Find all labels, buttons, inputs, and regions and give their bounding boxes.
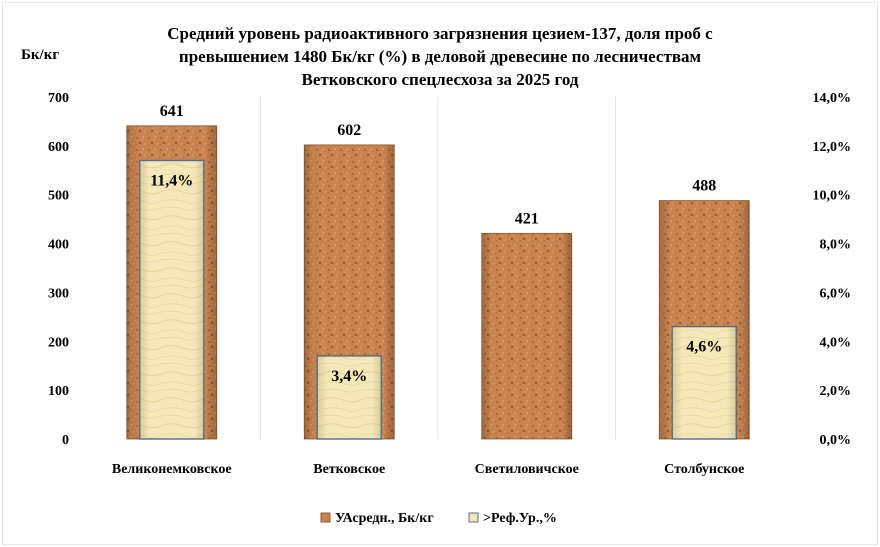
chart-title-line-3: Ветковского спецлесхоза за 2025 год (302, 70, 579, 89)
legend: УАсредн., Бк/кг >Реф.Ур.,% (320, 511, 557, 526)
bar-bq-shade (481, 233, 572, 439)
bar-bq-value-label: 421 (515, 210, 539, 227)
x-category-label: Светиловичское (475, 462, 579, 477)
bar-bq-value-label: 488 (692, 178, 716, 195)
y-right-tick-label: 14,0% (813, 91, 852, 106)
bar-pct-value-label: 3,4% (331, 368, 367, 385)
y-right-tick-label: 2,0% (820, 384, 852, 399)
y-left-tick-label: 500 (48, 189, 69, 204)
x-category-label: Ветковское (313, 462, 385, 477)
bar-pct-shade (139, 160, 204, 439)
bar-pct-value-label: 11,4% (150, 173, 193, 190)
legend-item-pct-swatch (468, 512, 479, 523)
chart-title-line-2: превышением 1480 Бк/кг (%) в деловой дре… (179, 47, 702, 66)
x-category-label: Столбунское (664, 462, 744, 477)
y-right-tick-label: 10,0% (813, 189, 852, 204)
bar-bq-value-label: 641 (160, 103, 184, 120)
legend-item-pct-label: >Реф.Ур.,% (483, 511, 557, 526)
y-left-tick-label: 100 (48, 384, 69, 399)
chart-title-line-1: Средний уровень радиоактивного загрязнен… (167, 24, 713, 43)
y-left-tick-label: 200 (48, 335, 69, 350)
y-left-tick-label: 700 (48, 91, 69, 106)
y-right-tick-label: 0,0% (820, 433, 852, 448)
y-left-unit-label: Бк/кг (21, 47, 59, 63)
y-right-tick-label: 12,0% (813, 140, 852, 155)
y-right-tick-label: 4,0% (820, 335, 852, 350)
bar-pct-value-label: 4,6% (686, 339, 722, 356)
chart-svg: Средний уровень радиоактивного загрязнен… (21, 24, 851, 526)
y-right-tick-label: 8,0% (820, 238, 852, 253)
bar-bq-value-label: 602 (337, 122, 361, 139)
bar-pct-shade (672, 326, 737, 439)
y-right-tick-label: 6,0% (820, 286, 852, 301)
legend-item-bq-swatch (320, 512, 331, 523)
bar-pct-shade (317, 355, 382, 439)
y-left-tick-label: 600 (48, 140, 69, 155)
plot-area: 0 100 200 300 400 500 600 700 0,0% 2,0% 4,0% 6,0% 8,… (48, 91, 851, 477)
y-left-tick-label: 400 (48, 238, 69, 253)
x-category-label: Великонемковское (112, 462, 232, 477)
legend-item-bq-label: УАсредн., Бк/кг (335, 511, 434, 526)
y-left-tick-label: 300 (48, 286, 69, 301)
y-left-tick-label: 0 (62, 433, 69, 448)
